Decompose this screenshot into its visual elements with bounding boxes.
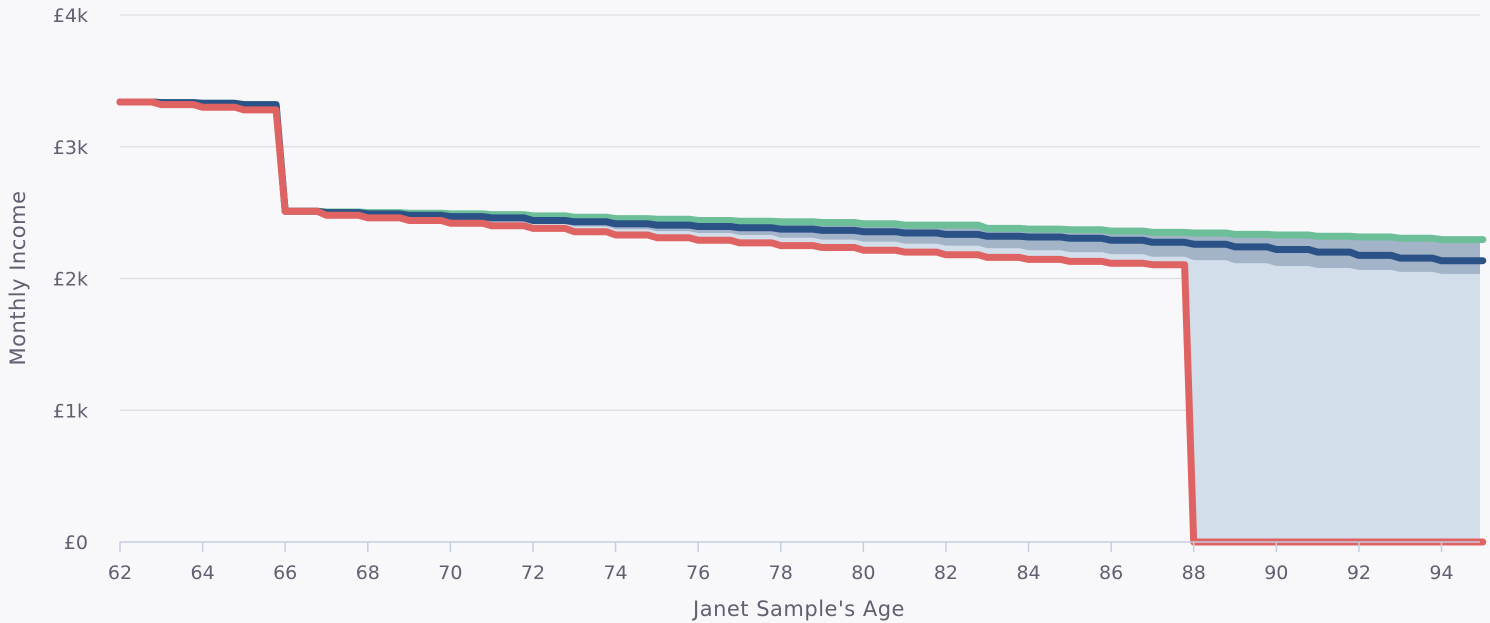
x-tick-label: 70 — [438, 562, 462, 584]
x-tick-label: 92 — [1347, 562, 1371, 584]
x-axis-title: Janet Sample's Age — [691, 597, 905, 621]
y-tick-label: £4k — [53, 5, 88, 27]
y-axis-title: Monthly Income — [6, 190, 30, 365]
y-tick-label: £2k — [53, 269, 88, 291]
inner-range-band — [120, 102, 1483, 274]
x-tick-label: 82 — [934, 562, 958, 584]
range-bands — [120, 102, 1483, 542]
x-tick-label: 62 — [108, 562, 132, 584]
x-tick-label: 72 — [521, 562, 545, 584]
axes: £0 £1k £2k £3k £4k 62 64 66 68 70 72 74 76 78 80 82 84 86… — [53, 5, 1480, 584]
x-tick-label: 78 — [769, 562, 793, 584]
x-tick-label: 88 — [1182, 562, 1206, 584]
x-tick-label: 94 — [1429, 562, 1453, 584]
y-tick-label: £1k — [53, 400, 88, 422]
x-tick-label: 74 — [603, 562, 627, 584]
upper-income-line — [116, 98, 1487, 244]
x-tick-label: 84 — [1016, 562, 1040, 584]
x-tick-label: 64 — [191, 562, 215, 584]
y-tick-label: £0 — [64, 532, 88, 554]
y-tick-label: £3k — [53, 137, 88, 159]
x-tick-label: 86 — [1099, 562, 1123, 584]
x-tick-label: 76 — [686, 562, 710, 584]
x-tick-label: 68 — [356, 562, 380, 584]
x-tick-label: 80 — [851, 562, 875, 584]
x-tick-label: 66 — [273, 562, 297, 584]
outer-range-band — [120, 102, 1483, 542]
x-tick-label: 90 — [1264, 562, 1288, 584]
